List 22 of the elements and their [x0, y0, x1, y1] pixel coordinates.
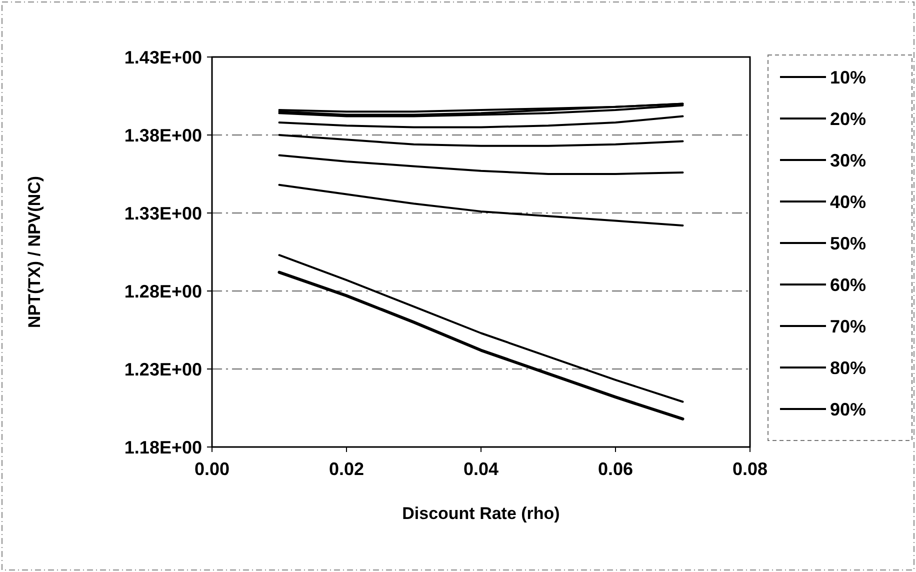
y-axis-title: NPT(TX) / NPV(NC) [25, 176, 44, 328]
y-tick-label: 1.18E+00 [124, 437, 202, 458]
legend-label: 60% [830, 274, 866, 295]
x-tick-label: 0.00 [194, 459, 230, 479]
legend-label: 70% [830, 316, 866, 336]
y-tick-label: 1.43E+00 [124, 47, 202, 68]
legend-label: 40% [830, 192, 866, 212]
legend-label: 20% [830, 108, 866, 129]
legend-label: 10% [830, 67, 866, 88]
x-tick-label: 0.02 [328, 459, 364, 479]
x-tick-label: 0.06 [598, 459, 634, 479]
y-tick-label: 1.38E+00 [124, 125, 202, 146]
x-tick-label: 0.04 [463, 459, 499, 479]
legend-label: 30% [830, 150, 866, 170]
y-tick-label: 1.23E+00 [124, 359, 202, 380]
y-tick-label: 1.33E+00 [124, 203, 202, 224]
x-axis-title: Discount Rate (rho) [402, 504, 560, 523]
y-tick-label: 1.28E+00 [124, 281, 202, 302]
legend-label: 90% [830, 399, 866, 420]
legend-label: 50% [830, 233, 866, 254]
legend-label: 80% [830, 358, 866, 378]
x-tick-label: 0.08 [732, 459, 768, 479]
